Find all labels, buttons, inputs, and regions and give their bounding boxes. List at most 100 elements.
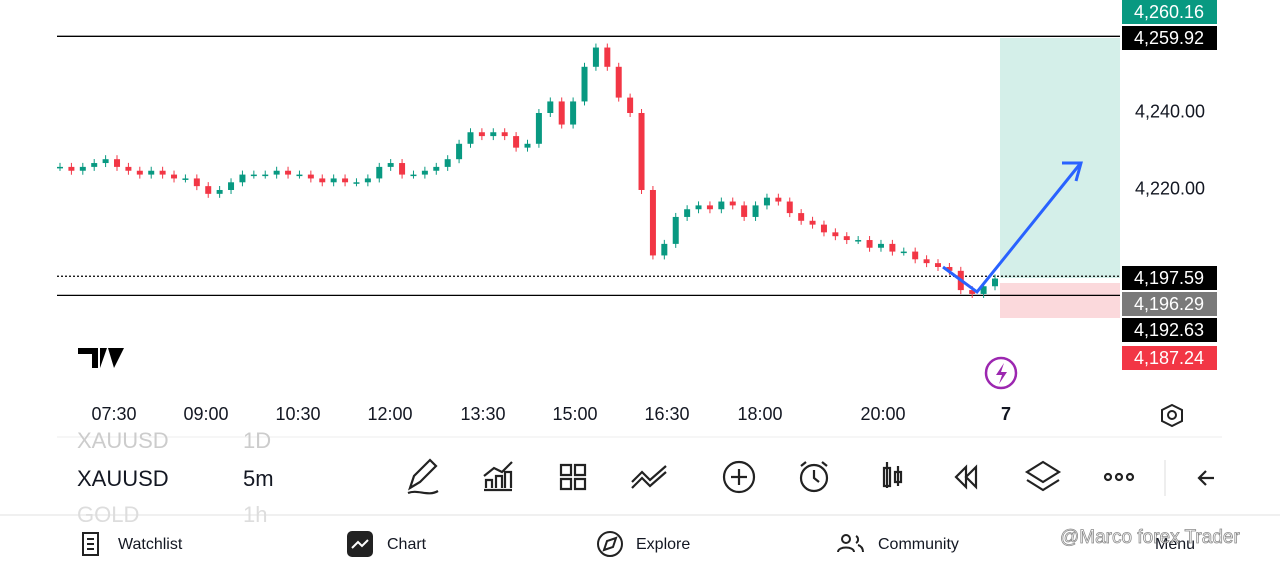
- candle: [159, 170, 166, 175]
- candle: [661, 243, 668, 256]
- nav-item[interactable]: Explore: [636, 536, 690, 553]
- candle: [604, 47, 611, 67]
- candle: [855, 240, 862, 242]
- candle: [307, 174, 314, 179]
- replay-icon[interactable]: [984, 356, 1018, 390]
- nav-item[interactable]: Chart: [387, 536, 427, 553]
- add[interactable]: [731, 469, 747, 485]
- price-label-box: [1122, 318, 1217, 342]
- x-tick-label: 20:00: [860, 404, 905, 424]
- price-label: 4,259.92: [1134, 28, 1204, 48]
- arrow: [942, 163, 1082, 295]
- candle: [524, 143, 531, 148]
- x-tick-label: 16:30: [644, 404, 689, 424]
- toolbar: [407, 458, 1214, 495]
- nav-icons: [82, 531, 864, 557]
- rewind[interactable]: [954, 464, 978, 490]
- candle: [285, 170, 292, 175]
- candle: [250, 174, 257, 177]
- candle: [923, 259, 930, 264]
- candle: [239, 174, 246, 183]
- symbol[interactable]: XAUUSD: [77, 466, 169, 491]
- candle: [376, 166, 383, 179]
- layers[interactable]: [1024, 460, 1062, 492]
- interval[interactable]: 1D: [243, 428, 271, 453]
- candle: [319, 178, 326, 183]
- nav-item[interactable]: Watchlist: [118, 536, 183, 553]
- interval[interactable]: 1h: [243, 502, 267, 527]
- price-label: 4,192.63: [1134, 320, 1204, 340]
- candle: [228, 182, 235, 190]
- candle: [193, 178, 200, 187]
- candle: [148, 170, 155, 175]
- stop-zone: [1000, 283, 1120, 318]
- nav-item[interactable]: Community: [878, 536, 959, 553]
- candle: [296, 174, 303, 177]
- candle: [467, 132, 474, 144]
- candle: [421, 170, 428, 175]
- candle: [490, 132, 497, 137]
- candle: [843, 236, 850, 241]
- undo[interactable]: [1197, 470, 1214, 486]
- price-label: 4,196.29: [1134, 294, 1204, 314]
- candle: [364, 178, 371, 183]
- x-tick-label: 7: [1001, 404, 1011, 424]
- price-label-box: [1122, 0, 1217, 24]
- candle: [501, 132, 508, 137]
- candle: [433, 166, 440, 171]
- candle: [342, 178, 349, 183]
- candle: [570, 101, 577, 125]
- candle: [729, 201, 736, 206]
- candle: [558, 101, 565, 125]
- candle: [114, 159, 121, 167]
- candle: [182, 178, 189, 180]
- candle: [900, 251, 907, 254]
- candle: [832, 232, 839, 237]
- candle: [444, 159, 451, 167]
- settings-icon[interactable]: [1161, 403, 1183, 428]
- candle: [547, 101, 554, 113]
- x-tick-label: 15:00: [552, 404, 597, 424]
- candle: [262, 174, 269, 177]
- interval[interactable]: 5m: [243, 466, 274, 491]
- candle: [706, 205, 713, 210]
- x-tick-label: 13:30: [460, 404, 505, 424]
- nav-item[interactable]: Menu: [1155, 536, 1195, 553]
- x-tick-label: 10:30: [275, 404, 320, 424]
- settings-dot: [1167, 410, 1177, 420]
- x-tick-label: 12:00: [367, 404, 412, 424]
- candle: [387, 163, 394, 167]
- candle: [638, 112, 645, 190]
- candle: [627, 97, 634, 113]
- candle: [912, 251, 919, 260]
- y-tick-label: 4,220.00: [1135, 179, 1205, 199]
- bar-type[interactable]: [882, 462, 903, 488]
- symbol[interactable]: XAUUSD: [77, 428, 169, 453]
- candle: [581, 66, 588, 102]
- candle: [102, 159, 109, 164]
- candle: [980, 286, 987, 294]
- draw-tool[interactable]: [407, 458, 439, 495]
- candle: [752, 205, 759, 217]
- candle: [775, 197, 782, 202]
- candle: [171, 174, 178, 179]
- layout[interactable]: [559, 463, 587, 491]
- candle: [535, 112, 542, 144]
- arrow-head: [1062, 161, 1083, 182]
- symbol[interactable]: GOLD: [77, 502, 139, 527]
- candle: [353, 182, 360, 184]
- candle: [718, 201, 725, 210]
- candle: [866, 240, 873, 248]
- candle: [763, 197, 770, 206]
- candle: [820, 224, 827, 233]
- candle: [91, 163, 98, 167]
- candle: [992, 278, 998, 287]
- compare[interactable]: [631, 465, 667, 489]
- alert[interactable]: [800, 461, 828, 483]
- candle: [513, 136, 520, 148]
- chart: 4,240.00 4,220.00: [57, 35, 1205, 298]
- indicators[interactable]: [483, 461, 513, 492]
- candle: [205, 186, 212, 194]
